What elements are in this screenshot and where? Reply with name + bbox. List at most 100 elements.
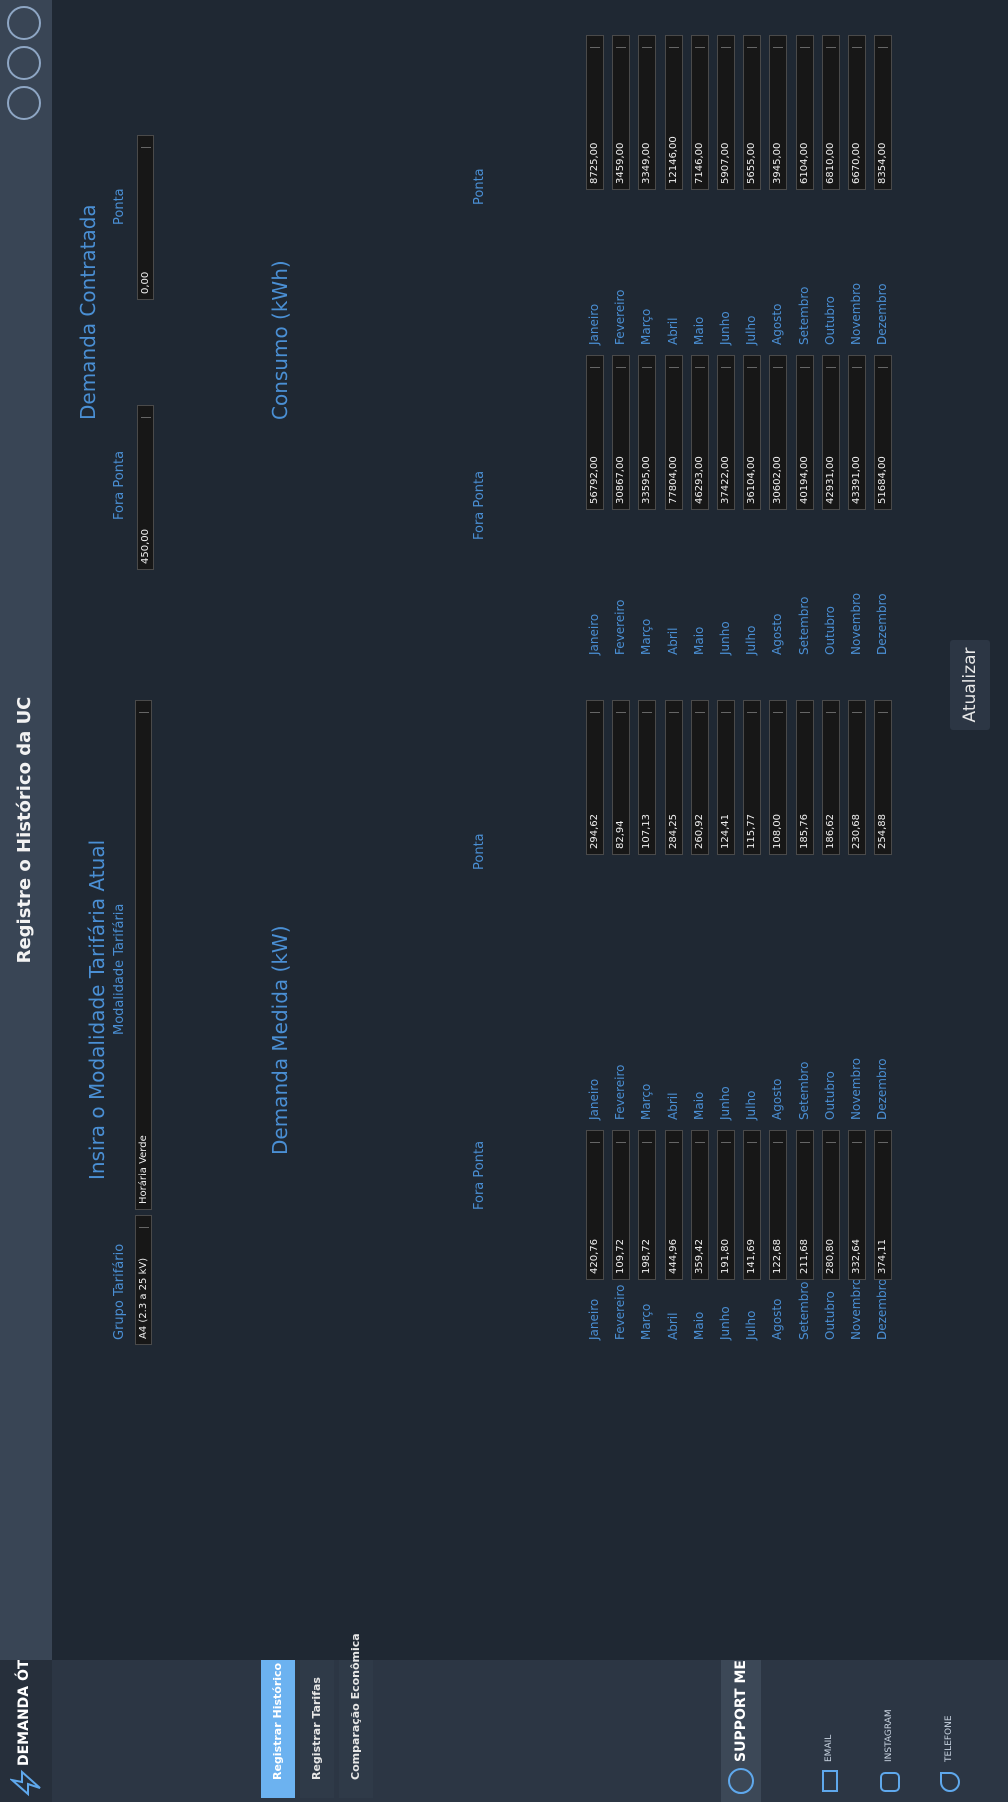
month-label: Novembro	[849, 592, 863, 655]
spinbox[interactable]: 43391,00	[848, 355, 866, 510]
month-label: Agosto	[770, 1298, 785, 1340]
spinbox[interactable]: 56792,00	[586, 355, 604, 510]
spinbox[interactable]: 3349,00	[638, 35, 657, 190]
spinbox[interactable]: 141,69	[743, 1130, 762, 1280]
month-label: Setembro	[796, 1061, 811, 1120]
month-label: Agosto	[770, 303, 785, 345]
spinbox[interactable]: 284,25	[664, 700, 683, 855]
contact-link[interactable]: INSTAGRAM	[884, 1709, 894, 1762]
title-bar: Registre o Histórico da UC	[0, 0, 52, 1660]
column-header: Fora Ponta	[472, 1140, 487, 1210]
spinbox[interactable]: 5655,00	[743, 35, 762, 190]
spinbox[interactable]: 37422,00	[717, 355, 735, 510]
spinbox[interactable]: 254,88	[874, 700, 893, 855]
month-label: Abril	[665, 627, 680, 655]
nav-button[interactable]: Comparação Econômica	[339, 1633, 373, 1798]
spinbox[interactable]: 6104,00	[795, 35, 814, 190]
contact-link[interactable]: EMAIL	[824, 1734, 834, 1762]
spinbox[interactable]: 230,68	[848, 700, 866, 855]
spinbox[interactable]: 124,41	[717, 700, 735, 855]
spinbox[interactable]: 40194,00	[795, 355, 814, 510]
column-header: Fora Ponta	[472, 470, 487, 540]
month-label: Março	[639, 1303, 654, 1340]
spinbox[interactable]: 8725,00	[586, 35, 604, 190]
month-label: Fevereiro	[613, 599, 628, 655]
spinbox[interactable]: 46293,00	[690, 355, 709, 510]
month-label: Janeiro	[587, 1298, 601, 1340]
spinbox[interactable]: 359,42	[690, 1130, 709, 1280]
spinbox[interactable]: 420,76	[586, 1130, 604, 1280]
spinbox[interactable]: 33595,00	[638, 355, 657, 510]
month-label: Novembro	[849, 1277, 863, 1340]
spinbox[interactable]: 122,68	[769, 1130, 788, 1280]
spinbox[interactable]: 12146,00	[664, 35, 683, 190]
spinbox[interactable]: 6810,00	[821, 35, 840, 190]
email-icon	[822, 1770, 838, 1792]
spinbox[interactable]: 107,13	[638, 700, 657, 855]
month-label: Janeiro	[587, 303, 601, 345]
maximize-button[interactable]	[7, 46, 41, 80]
month-label: Março	[639, 1083, 654, 1120]
spinbox[interactable]: 185,76	[795, 700, 814, 855]
spinbox[interactable]: 51684,00	[874, 355, 893, 510]
spinbox[interactable]: 280,80	[821, 1130, 840, 1280]
month-label: Dezembro	[875, 593, 890, 655]
month-label: Dezembro	[875, 283, 890, 345]
phone-icon	[940, 1772, 960, 1792]
spinbox[interactable]: 198,72	[638, 1130, 657, 1280]
spinbox[interactable]: 5907,00	[717, 35, 735, 190]
month-label: Setembro	[796, 1281, 811, 1340]
spinbox[interactable]: 6670,00	[848, 35, 866, 190]
select[interactable]: A4 (2.3 a 25 kV)	[135, 1215, 152, 1345]
section-title: Demanda Medida (kW)	[268, 925, 292, 1155]
contact-link[interactable]: TELEFONE	[944, 1715, 954, 1762]
month-label: Julho	[744, 1310, 759, 1340]
spinbox[interactable]: 186,62	[821, 700, 840, 855]
section-title: Consumo (kWh)	[268, 260, 292, 420]
spinbox[interactable]: 8354,00	[874, 35, 893, 190]
month-label: Novembro	[849, 1057, 863, 1120]
spinbox[interactable]: 30867,00	[612, 355, 631, 510]
sidebar	[0, 1660, 1008, 1802]
select[interactable]: Horária Verde	[135, 700, 152, 1210]
field-label: Ponta	[112, 188, 127, 225]
update-button[interactable]: Atualizar	[950, 640, 990, 730]
spinbox[interactable]: 450,00	[137, 405, 154, 570]
spinbox[interactable]: 260,92	[690, 700, 709, 855]
field-label: Fora Ponta	[112, 450, 127, 520]
spinbox[interactable]: 211,68	[795, 1130, 814, 1280]
month-label: Junho	[718, 311, 732, 345]
nav-button[interactable]: Registrar Tarifas	[300, 1660, 334, 1798]
spinbox[interactable]: 374,11	[874, 1130, 893, 1280]
spinbox[interactable]: 191,80	[717, 1130, 735, 1280]
month-label: Outubro	[822, 1291, 837, 1340]
spinbox[interactable]: 444,96	[664, 1130, 683, 1280]
spinbox[interactable]: 3459,00	[612, 35, 631, 190]
spinbox[interactable]: 36104,00	[743, 355, 762, 510]
spinbox[interactable]: 294,62	[586, 700, 604, 855]
spinbox[interactable]: 0,00	[137, 135, 154, 300]
month-label: Fevereiro	[613, 1064, 628, 1120]
spinbox[interactable]: 332,64	[848, 1130, 866, 1280]
spinbox[interactable]: 108,00	[769, 700, 788, 855]
spinbox[interactable]: 77804,00	[664, 355, 683, 510]
spinbox[interactable]: 30602,00	[769, 355, 788, 510]
window-title: Registre o Histórico da UC	[14, 696, 35, 964]
nav-button[interactable]: Registrar Histórico	[261, 1660, 295, 1798]
spinbox[interactable]: 109,72	[612, 1130, 631, 1280]
month-label: Julho	[744, 1090, 759, 1120]
spinbox[interactable]: 42931,00	[821, 355, 840, 510]
month-label: Abril	[665, 1092, 680, 1120]
month-label: Agosto	[770, 613, 785, 655]
close-button[interactable]	[7, 6, 41, 40]
month-label: Dezembro	[875, 1278, 890, 1340]
spinbox[interactable]: 7146,00	[690, 35, 709, 190]
month-label: Maio	[691, 626, 706, 655]
spinbox[interactable]: 115,77	[743, 700, 762, 855]
month-label: Novembro	[849, 282, 863, 345]
minimize-button[interactable]	[7, 86, 41, 120]
field-label: Modalidade Tarifária	[112, 903, 127, 1035]
spinbox[interactable]: 82,94	[612, 700, 631, 855]
month-label: Fevereiro	[613, 289, 628, 345]
spinbox[interactable]: 3945,00	[769, 35, 788, 190]
